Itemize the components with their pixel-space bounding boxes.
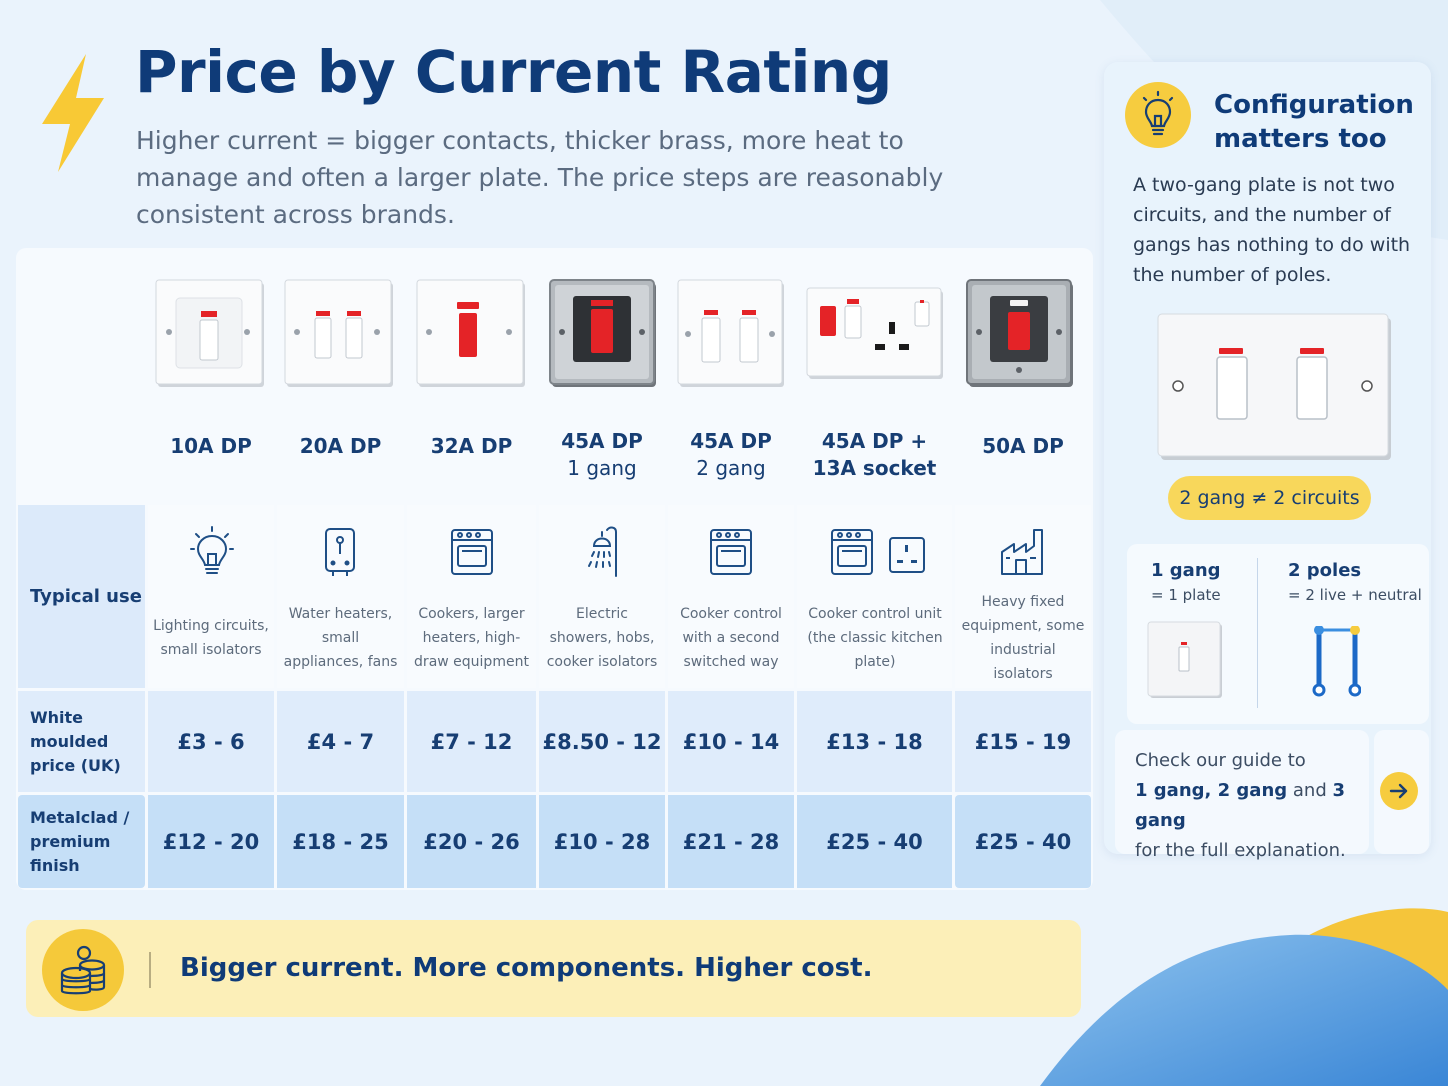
guide-text[interactable]: Check our guide to 1 gang, 2 gang and 3 … [1135,750,1346,861]
shower-icon [588,526,617,577]
gang-label: 1 gang [1151,560,1221,581]
single-switch-image [1147,621,1222,698]
two-gang-plate-image [1157,313,1391,460]
poles-sub: = 2 live + neutral [1288,586,1422,604]
switch-plate-20a-image [284,279,393,387]
oven-socket-icon [831,529,925,575]
configuration-title: Configuration matters too [1214,90,1414,154]
table-grid [18,386,1091,888]
arrow-card [1374,730,1429,854]
use-text-10a: Lighting circuits, small isolators [153,618,269,658]
use-text-45a-1gang: Electric showers, hobs, cooker isolators [546,606,658,670]
white-price-45a-2gang: £10 - 14 [682,729,780,754]
column-header-45a-socket: 45A DP +13A socket [812,429,937,480]
metal-price-45a-1gang: £10 - 28 [553,829,651,854]
configuration-card: Configuration matters too A two-gang plat… [1104,62,1431,861]
metal-price-20a: £18 - 25 [292,829,389,854]
metal-price-10a: £12 - 20 [162,829,260,854]
lightbulb-icon [1142,90,1174,136]
water-heater-icon [325,528,355,576]
white-price-20a: £4 - 7 [306,729,375,754]
use-text-45a-2gang: Cooker control with a second switched wa… [680,606,782,670]
white-price-45a-1gang: £8.50 - 12 [542,729,662,754]
column-header-10a: 10A DP [170,433,252,458]
lightbulb-icon [190,526,234,574]
row-label-metalclad-price: Metalclad / premium finish [30,807,130,875]
switch-plate-32a-image [416,279,525,387]
configuration-body: A two-gang plate is not two circuits, an… [1133,174,1411,286]
white-price-10a: £3 - 6 [177,729,245,754]
use-text-20a: Water heaters, small appliances, fans [283,606,398,670]
gang-circuits-pill: 2 gang ≠ 2 circuits [1168,476,1371,520]
metal-price-45a-socket: £25 - 40 [826,829,923,854]
column-header-20a: 20A DP [299,433,382,458]
white-price-50a: £15 - 19 [974,729,1072,754]
cooker-control-unit-image [806,287,943,379]
lightning-bolt-icon [42,54,104,172]
lightbulb-badge [1125,82,1191,148]
guide-link-card[interactable]: Check our guide to 1 gang, 2 gang and 3 … [1115,730,1369,861]
switch-plate-45a-1gang-metal-image [549,279,656,387]
page-subtitle: Higher current = bigger contacts, thicke… [136,126,944,229]
column-header-45a-1gang: 45A DP 1 gang [561,429,643,480]
use-text-32a: Cookers, larger heaters, high-draw equip… [414,606,529,670]
white-price-32a: £7 - 12 [430,729,513,754]
gang-sub: = 1 plate [1151,586,1221,604]
page-title: Price by Current Rating [135,38,892,106]
arrow-right-button[interactable] [1380,772,1418,810]
summary-text: Bigger current. More components. Higher … [180,953,873,983]
column-header-32a: 32A DP [430,433,513,458]
arrow-right-icon [1389,783,1408,799]
column-header-50a: 50A DP [982,433,1064,458]
factory-icon [1001,529,1043,575]
coins-badge [42,929,124,1011]
metal-price-45a-2gang: £21 - 28 [682,829,780,854]
white-price-45a-socket: £13 - 18 [826,729,923,754]
metal-price-50a: £25 - 40 [974,829,1072,854]
switch-plate-45a-2gang-image [677,279,784,387]
summary-banner: Bigger current. More components. Higher … [26,920,1081,1017]
coins-icon [60,945,106,995]
gang-poles-card: 1 gang = 1 plate 2 poles = 2 live + neut… [1127,544,1429,724]
price-table: 10A DP 20A DP 32A DP 45A DP 1 gang 45A DP… [16,248,1093,890]
use-text-45a-socket: Cooker control unit (the classic kitchen… [807,606,943,670]
row-label-white-price: White moulded price (UK) [30,707,121,775]
column-header-45a-2gang: 45A DP 2 gang [690,429,772,480]
two-poles-icon [1312,626,1361,697]
switch-plate-50a-metal-image [966,279,1073,387]
banner-divider [149,952,151,988]
poles-label: 2 poles [1288,560,1362,581]
mini-card-divider [1257,558,1258,708]
oven-icon [451,529,493,575]
oven-icon [710,529,752,575]
row-label-typical-use: Typical use [30,585,142,607]
metal-price-32a: £20 - 26 [423,829,520,854]
use-text-50a: Heavy fixed equipment, some industrial i… [961,594,1085,682]
switch-plate-10a-image [155,279,264,387]
